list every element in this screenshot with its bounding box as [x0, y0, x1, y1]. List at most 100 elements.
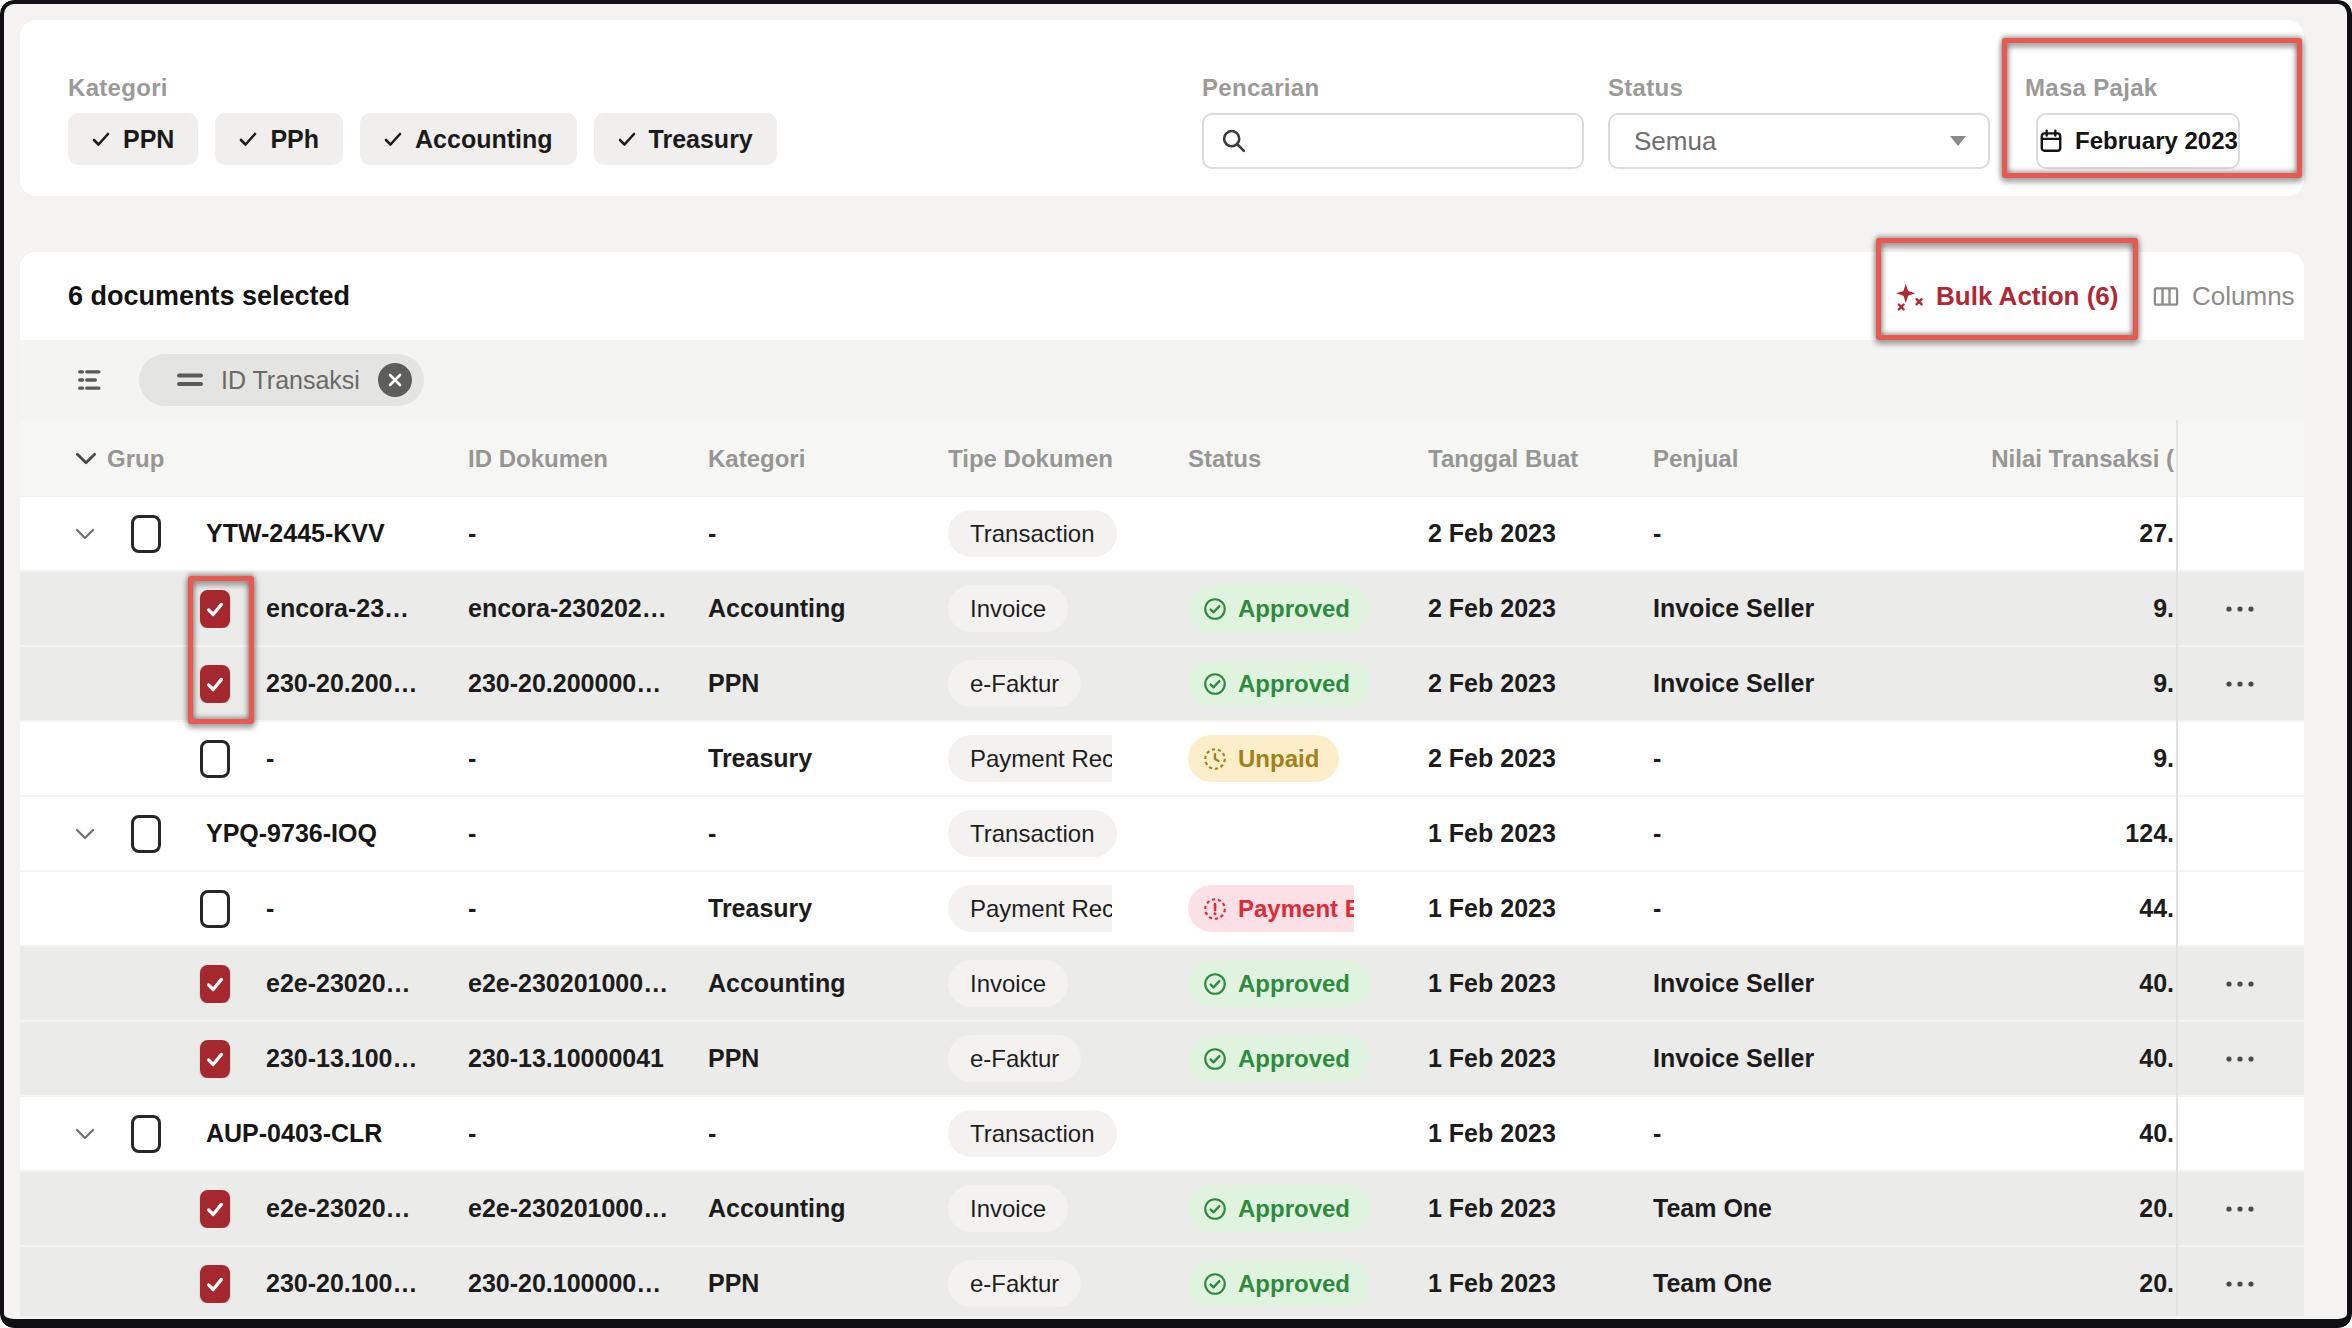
close-icon[interactable]	[378, 363, 412, 397]
cell-id-dokumen: 230-13.10000041	[468, 1044, 708, 1073]
row-grup-label: e2e-23020…	[266, 1194, 411, 1223]
search-icon	[1220, 127, 1248, 155]
row-grup-label: 230-20.200…	[266, 669, 418, 698]
tipe-dokumen-pill: Invoice	[948, 585, 1068, 632]
header-kategori[interactable]: Kategori	[708, 445, 948, 473]
status-badge-approved: Approved	[1188, 1260, 1370, 1307]
cell-nilai: 9.	[1900, 594, 2176, 623]
group-checkbox[interactable]	[131, 1115, 161, 1153]
check-circle-icon	[1202, 1046, 1228, 1072]
chip-ppn[interactable]: PPN	[68, 113, 198, 165]
app-screen: Kategori PPN PPh Accounting Treasury Pen…	[0, 0, 2352, 1328]
header-id-dokumen[interactable]: ID Dokumen	[468, 445, 708, 473]
cell-id-dokumen: encora-230202…	[468, 594, 708, 623]
row-actions-button[interactable]	[2219, 1270, 2261, 1297]
table-row: encora-23… encora-230202… Accounting Inv…	[20, 572, 2304, 647]
cell-nilai: 20.	[1900, 1269, 2176, 1298]
cell-penjual: Team One	[1653, 1194, 1900, 1223]
table-row-group: AUP-0403-CLR - - Transaction 1 Feb 2023 …	[20, 1097, 2304, 1172]
cell-penjual: -	[1653, 1119, 1900, 1148]
row-actions-button[interactable]	[2219, 595, 2261, 622]
search-input[interactable]	[1260, 126, 1560, 157]
row-actions-button[interactable]	[2219, 970, 2261, 997]
chevron-down-icon[interactable]	[75, 452, 97, 465]
filter-chip-id-transaksi[interactable]: ID Transaksi	[139, 354, 424, 406]
cell-id-dokumen: -	[468, 1119, 708, 1148]
table-row: 230-20.200… 230-20.200000… PPN e-Faktur …	[20, 647, 2304, 722]
cell-penjual: Invoice Seller	[1653, 1044, 1900, 1073]
check-circle-icon	[1202, 1271, 1228, 1297]
masa-pajak-button[interactable]: February 2023	[2036, 113, 2240, 169]
cell-id-dokumen: -	[468, 744, 708, 773]
kategori-label: Kategori	[68, 74, 168, 102]
documents-card: 6 documents selected Bulk Action (6) Col…	[20, 252, 2304, 1316]
header-grup[interactable]: Grup	[107, 445, 164, 473]
filter-list-icon[interactable]	[75, 366, 103, 394]
cell-nilai: 27.	[1900, 519, 2176, 548]
bulk-action-button[interactable]: Bulk Action (6)	[1888, 280, 2124, 313]
row-checkbox-checked[interactable]	[200, 665, 230, 703]
status-badge-approved: Approved	[1188, 1035, 1370, 1082]
cell-tanggal-buat: 1 Feb 2023	[1428, 894, 1653, 923]
header-tipe-dokumen[interactable]: Tipe Dokumen	[948, 445, 1188, 473]
table-header-row: Grup ID Dokumen Kategori Tipe Dokumen St…	[20, 420, 2304, 497]
cell-tanggal-buat: 1 Feb 2023	[1428, 819, 1653, 848]
chevron-down-icon	[1950, 136, 1966, 146]
status-badge-payment-error: Payment Err	[1188, 885, 1354, 932]
row-checkbox-checked[interactable]	[200, 590, 230, 628]
cell-penjual: -	[1653, 894, 1900, 923]
cell-tanggal-buat: 1 Feb 2023	[1428, 1194, 1653, 1223]
row-checkbox[interactable]	[200, 740, 230, 778]
status-select[interactable]: Semua	[1608, 113, 1990, 169]
tipe-dokumen-pill: Payment Receip	[948, 735, 1112, 782]
cell-penjual: -	[1653, 519, 1900, 548]
columns-label: Columns	[2192, 281, 2295, 312]
status-badge-approved: Approved	[1188, 1185, 1370, 1232]
group-label: YPQ-9736-IOQ	[206, 819, 377, 848]
search-box[interactable]	[1202, 113, 1584, 169]
row-checkbox-checked[interactable]	[200, 1190, 230, 1228]
columns-button[interactable]: Columns	[2146, 280, 2301, 313]
table-row: 230-13.100… 230-13.10000041 PPN e-Faktur…	[20, 1022, 2304, 1097]
header-tanggal-buat[interactable]: Tanggal Buat	[1428, 445, 1653, 473]
tipe-dokumen-pill: e-Faktur	[948, 1035, 1081, 1082]
group-checkbox[interactable]	[131, 515, 161, 553]
row-checkbox[interactable]	[200, 890, 230, 928]
status-badge-approved: Approved	[1188, 585, 1370, 632]
cell-kategori: PPN	[708, 1044, 948, 1073]
chip-accounting[interactable]: Accounting	[360, 113, 577, 165]
table-row: 230-20.100… 230-20.100000… PPN e-Faktur …	[20, 1247, 2304, 1316]
row-actions-button[interactable]	[2219, 1195, 2261, 1222]
cell-penjual: Team One	[1653, 1269, 1900, 1298]
row-checkbox-checked[interactable]	[200, 1040, 230, 1078]
table-row: e2e-23020… e2e-230201000… Accounting Inv…	[20, 947, 2304, 1022]
cell-tanggal-buat: 2 Feb 2023	[1428, 744, 1653, 773]
check-icon	[384, 132, 402, 147]
row-checkbox-checked[interactable]	[200, 965, 230, 1003]
sparkle-stars-icon	[1894, 281, 1924, 311]
chevron-down-icon[interactable]	[75, 528, 95, 540]
header-penjual[interactable]: Penjual	[1653, 445, 1900, 473]
chip-label: Accounting	[415, 125, 553, 154]
chevron-down-icon[interactable]	[75, 828, 95, 840]
tipe-dokumen-pill: e-Faktur	[948, 660, 1081, 707]
header-nilai-transaksi[interactable]: Nilai Transaksi (	[1900, 445, 2176, 473]
cell-nilai: 40.	[1900, 1119, 2176, 1148]
cell-tanggal-buat: 1 Feb 2023	[1428, 1119, 1653, 1148]
selection-toolbar: 6 documents selected Bulk Action (6) Col…	[20, 252, 2304, 340]
ellipsis-icon	[2225, 1205, 2255, 1213]
row-checkbox-checked[interactable]	[200, 1265, 230, 1303]
check-icon	[92, 132, 110, 147]
check-icon	[239, 132, 257, 147]
pinned-column-divider	[2176, 420, 2178, 1316]
header-status[interactable]: Status	[1188, 445, 1428, 473]
chevron-down-icon[interactable]	[75, 1128, 95, 1140]
row-actions-button[interactable]	[2219, 1045, 2261, 1072]
cell-nilai: 124.	[1900, 819, 2176, 848]
cell-nilai: 44.	[1900, 894, 2176, 923]
row-actions-button[interactable]	[2219, 670, 2261, 697]
status-value: Semua	[1634, 126, 1716, 157]
chip-pph[interactable]: PPh	[215, 113, 343, 165]
group-checkbox[interactable]	[131, 815, 161, 853]
chip-treasury[interactable]: Treasury	[594, 113, 777, 165]
